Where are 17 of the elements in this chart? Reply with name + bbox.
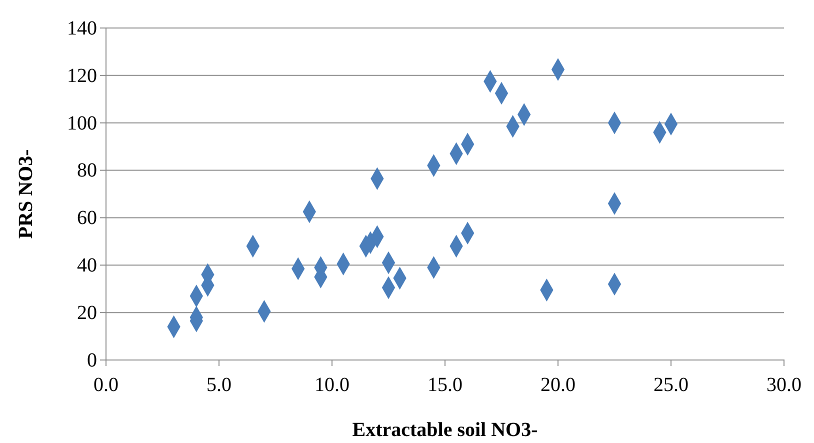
x-tick-label: 30.0 [766,374,802,396]
x-tick-label: 0.0 [94,374,118,396]
y-tick-label: 0 [87,349,97,372]
y-tick-label: 120 [67,64,97,87]
y-tick-label: 140 [67,17,97,40]
y-tick-label: 100 [67,112,97,134]
x-tick-label: 10.0 [314,374,350,396]
y-tick-label: 80 [77,160,97,182]
x-tick-label: 5.0 [206,374,232,396]
y-axis-title: PRS NO3- [15,149,37,239]
y-tick-label: 40 [77,254,97,277]
x-axis-title: Extractable soil NO3- [352,419,538,441]
x-tick-label: 15.0 [428,374,462,396]
x-tick-label: 20.0 [540,374,576,396]
y-tick-label: 20 [77,302,97,324]
y-tick-label: 60 [77,207,97,230]
x-tick-label: 25.0 [654,374,688,396]
